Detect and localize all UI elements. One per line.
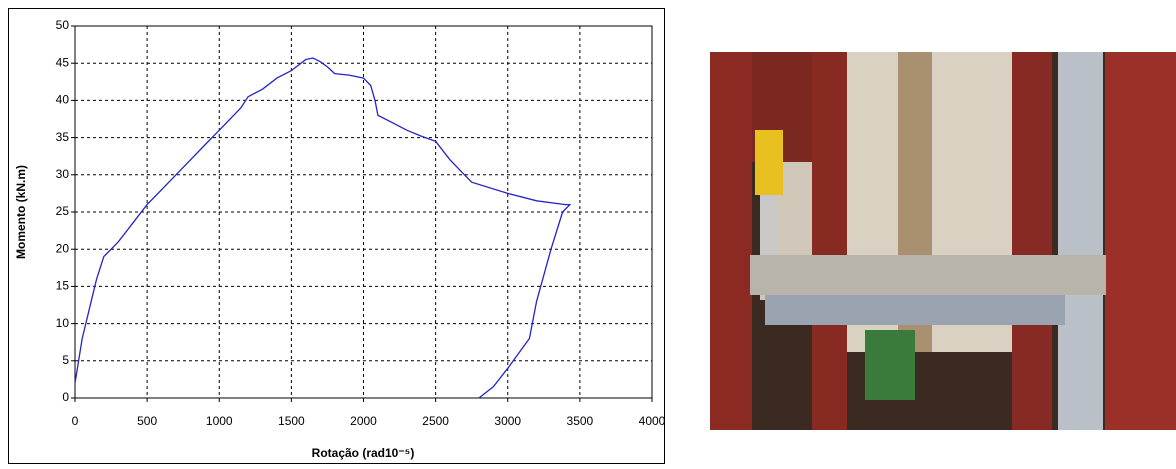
y-tick-label: 45 bbox=[56, 55, 70, 69]
y-tick-label: 50 bbox=[56, 18, 70, 32]
y-tick-label: 40 bbox=[56, 93, 70, 107]
x-tick-label: 4000 bbox=[639, 414, 666, 428]
y-axis-label: Momento (kN.m) bbox=[14, 165, 28, 259]
y-tick-label: 0 bbox=[62, 390, 69, 404]
x-tick-label: 0 bbox=[72, 414, 79, 428]
x-tick-label: 3500 bbox=[567, 414, 594, 428]
plot-border bbox=[74, 25, 653, 399]
x-tick-label: 2000 bbox=[350, 414, 377, 428]
photo bbox=[710, 52, 1176, 430]
x-tick-label: 1000 bbox=[206, 414, 233, 428]
x-tick-label: 3000 bbox=[494, 414, 521, 428]
y-tick-label: 25 bbox=[56, 204, 70, 218]
x-axis-label: Rotação (rad10⁻⁵) bbox=[312, 446, 415, 460]
x-tick-label: 500 bbox=[137, 414, 157, 428]
y-tick-label: 30 bbox=[56, 167, 70, 181]
y-tick-label: 5 bbox=[62, 353, 69, 367]
y-tick-label: 15 bbox=[56, 279, 70, 293]
data-line bbox=[74, 57, 572, 399]
x-tick-label: 2500 bbox=[422, 414, 449, 428]
x-tick-label: 1500 bbox=[278, 414, 305, 428]
y-tick-label: 10 bbox=[56, 316, 70, 330]
y-tick-label: 35 bbox=[56, 130, 70, 144]
y-tick-label: 20 bbox=[56, 241, 70, 255]
